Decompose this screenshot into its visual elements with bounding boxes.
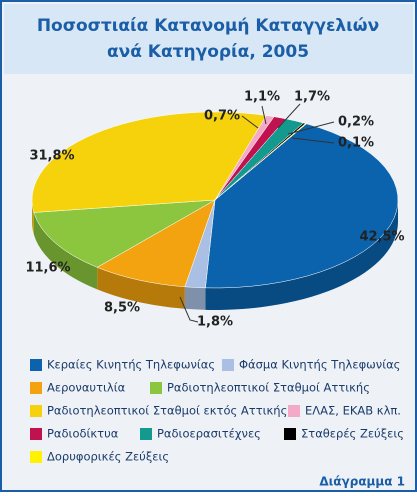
data-label: 1,1% (244, 90, 280, 105)
legend-swatch (288, 405, 300, 417)
footer: Διάγραμμα 1 (319, 475, 405, 489)
legend-label: ΕΛΑΣ, ΕΚΑΒ κλπ. (305, 404, 401, 418)
chart-title: Ποσοστιαία Κατανομή Καταγγελιών (37, 16, 379, 36)
data-label: 11,6% (25, 261, 70, 276)
legend-swatch (284, 428, 296, 440)
legend-label: Ραδιοερασιτέχνες (157, 427, 261, 441)
title-box (4, 4, 413, 74)
slice (96, 199, 216, 288)
legend-label: Αεροναυτιλία (47, 381, 126, 395)
slice (214, 123, 308, 201)
legend-label: Δορυφορικές Ζεύξεις (47, 450, 169, 464)
legend-label: Κεραίες Κινητής Τηλεφωνίας (47, 358, 215, 372)
slice-side (205, 200, 398, 310)
leader-line (261, 105, 267, 125)
leader-line (277, 103, 301, 129)
legend-swatch (30, 382, 42, 394)
legend-swatch (30, 451, 42, 463)
legend-swatch (222, 359, 234, 371)
legend-swatch (30, 405, 42, 417)
leader-line (241, 115, 259, 129)
slice (205, 123, 399, 289)
leader-line (179, 296, 199, 323)
data-label: 0,1% (338, 136, 374, 151)
data-label: 42,5% (359, 230, 404, 245)
chart-title: ανά Κατηγορία, 2005 (107, 42, 309, 62)
slice-side (97, 267, 185, 309)
legend-swatch (30, 359, 42, 371)
data-label: 0,2% (338, 115, 374, 130)
legend-label: Ραδιοτηλεοπτικοί Σταθμοί εκτός Αττικής (47, 404, 287, 418)
slice (31, 111, 267, 213)
data-label: 1,8% (197, 315, 233, 330)
data-label: 1,7% (294, 90, 330, 105)
slice-side (184, 286, 206, 310)
legend-swatch (140, 428, 152, 440)
leader-line (287, 121, 335, 135)
legend-label: Σταθερές Ζεύξεις (301, 427, 404, 441)
slice (33, 199, 216, 268)
data-label: 0,7% (204, 109, 240, 124)
data-label: 31,8% (29, 149, 74, 164)
slice-side (32, 200, 34, 235)
legend-label: Ραδιοδίκτυα (47, 427, 119, 441)
legend-label: Ραδιοτηλεοπτικοί Σταθμοί Αττικής (167, 381, 370, 395)
legend-swatch (150, 382, 162, 394)
leader-line (291, 137, 335, 144)
legend-swatch (30, 428, 42, 440)
legend-label: Φάσμα Κινητής Τηλεφωνίας (239, 358, 400, 372)
data-label: 8,5% (104, 301, 140, 316)
